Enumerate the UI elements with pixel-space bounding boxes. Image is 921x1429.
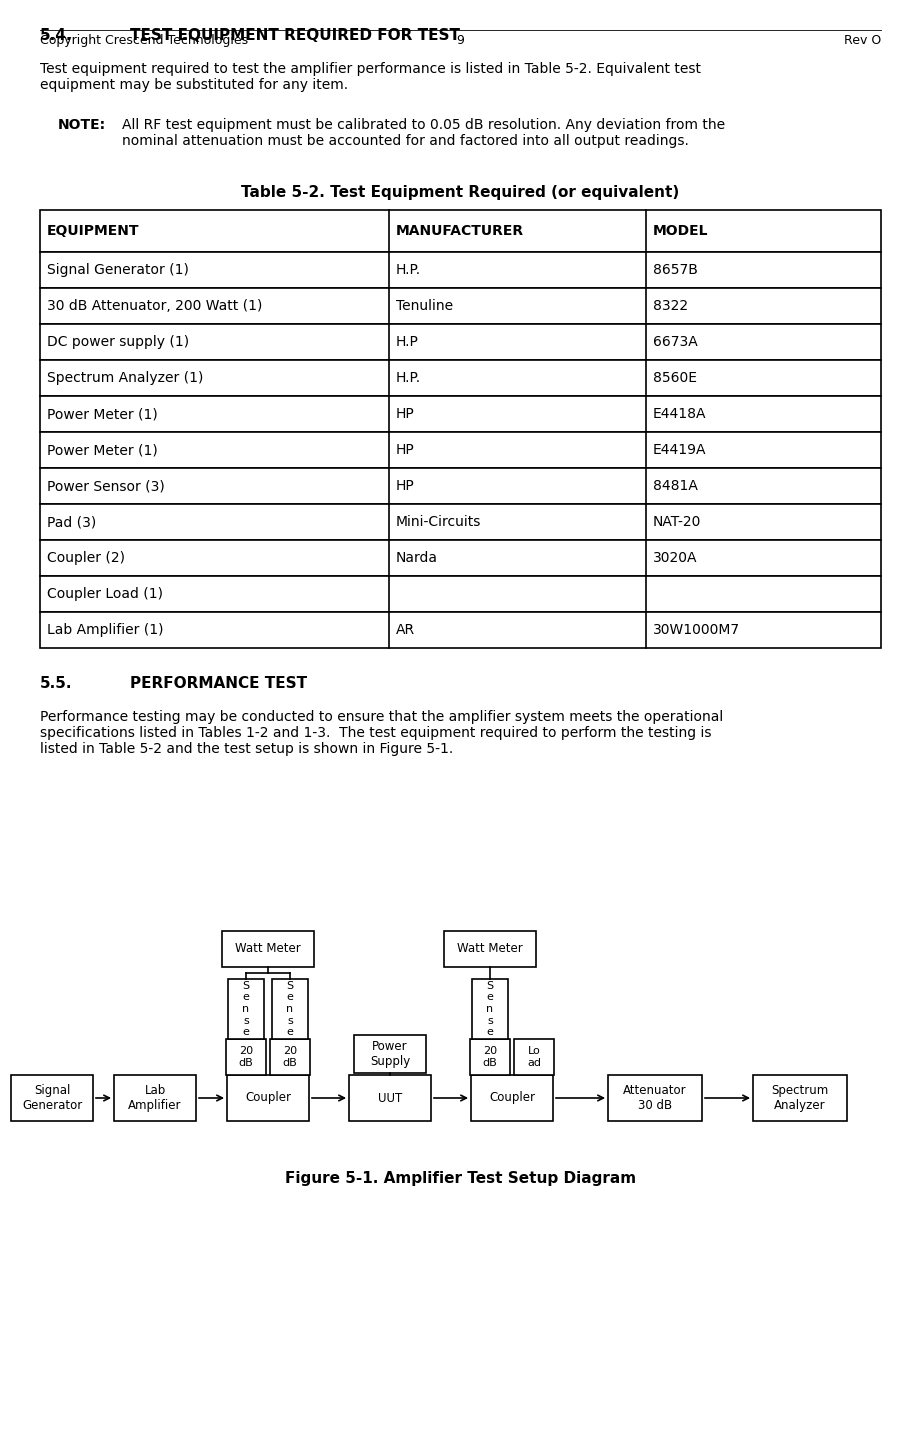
Text: Power Meter (1): Power Meter (1) [47, 443, 157, 457]
Bar [40, 360, 881, 396]
Bar [11, 1075, 93, 1120]
Text: 20
dB: 20 dB [283, 1046, 297, 1067]
Text: 30W1000M7: 30W1000M7 [652, 623, 740, 637]
Bar [349, 1075, 431, 1120]
Text: H.P.: H.P. [396, 372, 421, 384]
Text: NOTE:: NOTE: [58, 119, 106, 131]
Text: Coupler (2): Coupler (2) [47, 552, 125, 564]
Text: MODEL: MODEL [652, 224, 708, 239]
Text: 3020A: 3020A [652, 552, 697, 564]
Bar [471, 1075, 553, 1120]
Text: Spectrum Analyzer (1): Spectrum Analyzer (1) [47, 372, 204, 384]
Bar [222, 932, 314, 967]
Text: 9: 9 [457, 34, 464, 47]
Text: H.P.: H.P. [396, 263, 421, 277]
Text: Coupler: Coupler [245, 1092, 291, 1105]
Text: 20
dB: 20 dB [239, 1046, 253, 1067]
Bar [40, 469, 881, 504]
Text: TEST EQUIPMENT REQUIRED FOR TEST: TEST EQUIPMENT REQUIRED FOR TEST [130, 29, 460, 43]
Text: Spectrum
Analyzer: Spectrum Analyzer [772, 1085, 829, 1112]
Bar [40, 576, 881, 612]
Text: Tenuline: Tenuline [396, 299, 453, 313]
Text: H.P: H.P [396, 334, 419, 349]
Bar [272, 979, 308, 1039]
Text: Copyright Crescend Technologies: Copyright Crescend Technologies [40, 34, 248, 47]
Text: Coupler Load (1): Coupler Load (1) [47, 587, 163, 602]
Text: PERFORMANCE TEST: PERFORMANCE TEST [130, 676, 307, 692]
Text: HP: HP [396, 443, 414, 457]
Text: 8657B: 8657B [652, 263, 697, 277]
Text: Rev O: Rev O [844, 34, 881, 47]
Text: MANUFACTURER: MANUFACTURER [396, 224, 524, 239]
Text: AR: AR [396, 623, 415, 637]
Text: 8322: 8322 [652, 299, 688, 313]
Bar [470, 1039, 510, 1075]
Text: 8560E: 8560E [652, 372, 696, 384]
Text: 20
dB: 20 dB [483, 1046, 497, 1067]
Text: Watt Meter: Watt Meter [457, 943, 523, 956]
Text: UUT: UUT [378, 1092, 402, 1105]
Text: Attenuator
30 dB: Attenuator 30 dB [624, 1085, 687, 1112]
Text: Mini-Circuits: Mini-Circuits [396, 514, 482, 529]
Text: Watt Meter: Watt Meter [235, 943, 301, 956]
Text: 8481A: 8481A [652, 479, 697, 493]
Text: DC power supply (1): DC power supply (1) [47, 334, 189, 349]
Text: Narda: Narda [396, 552, 438, 564]
Text: Signal
Generator: Signal Generator [22, 1085, 82, 1112]
Text: Signal Generator (1): Signal Generator (1) [47, 263, 189, 277]
Text: Pad (3): Pad (3) [47, 514, 97, 529]
Bar [608, 1075, 702, 1120]
Bar [270, 1039, 310, 1075]
Bar [472, 979, 508, 1039]
Text: E4418A: E4418A [652, 407, 706, 422]
Text: E4419A: E4419A [652, 443, 706, 457]
Text: NAT-20: NAT-20 [652, 514, 701, 529]
Bar [354, 1035, 426, 1073]
Bar [228, 979, 264, 1039]
Bar [227, 1075, 309, 1120]
Text: Performance testing may be conducted to ensure that the amplifier system meets t: Performance testing may be conducted to … [40, 710, 723, 756]
Text: Lo
ad: Lo ad [527, 1046, 541, 1067]
Bar [40, 612, 881, 647]
Text: S
e
n
s
e: S e n s e [486, 980, 494, 1037]
Bar [753, 1075, 847, 1120]
Bar [444, 932, 536, 967]
Text: Power Meter (1): Power Meter (1) [47, 407, 157, 422]
Text: Test equipment required to test the amplifier performance is listed in Table 5-2: Test equipment required to test the ampl… [40, 61, 701, 93]
Text: EQUIPMENT: EQUIPMENT [47, 224, 139, 239]
Text: 5.4.: 5.4. [40, 29, 73, 43]
Text: All RF test equipment must be calibrated to 0.05 dB resolution. Any deviation fr: All RF test equipment must be calibrated… [122, 119, 725, 149]
Bar [114, 1075, 196, 1120]
Text: HP: HP [396, 479, 414, 493]
Text: Lab
Amplifier: Lab Amplifier [128, 1085, 181, 1112]
Bar [40, 289, 881, 324]
Text: 6673A: 6673A [652, 334, 697, 349]
Text: Power Sensor (3): Power Sensor (3) [47, 479, 165, 493]
Text: Coupler: Coupler [489, 1092, 535, 1105]
Bar [40, 540, 881, 576]
Bar [40, 324, 881, 360]
Text: Power
Supply: Power Supply [370, 1040, 410, 1067]
Text: Table 5-2. Test Equipment Required (or equivalent): Table 5-2. Test Equipment Required (or e… [241, 184, 680, 200]
Text: Lab Amplifier (1): Lab Amplifier (1) [47, 623, 164, 637]
Text: HP: HP [396, 407, 414, 422]
Bar [40, 252, 881, 289]
Bar [40, 432, 881, 469]
Text: 30 dB Attenuator, 200 Watt (1): 30 dB Attenuator, 200 Watt (1) [47, 299, 262, 313]
Text: S
e
n
s
e: S e n s e [286, 980, 294, 1037]
Bar [40, 210, 881, 252]
Text: Figure 5-1. Amplifier Test Setup Diagram: Figure 5-1. Amplifier Test Setup Diagram [285, 1170, 636, 1186]
Bar [40, 504, 881, 540]
Text: 5.5.: 5.5. [40, 676, 73, 692]
Bar [226, 1039, 266, 1075]
Bar [514, 1039, 554, 1075]
Text: S
e
n
s
e: S e n s e [242, 980, 250, 1037]
Bar [40, 396, 881, 432]
